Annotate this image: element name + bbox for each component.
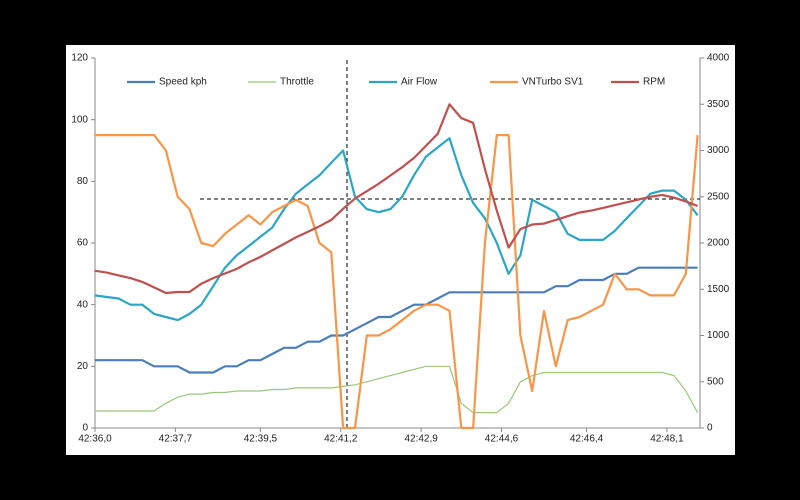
legend-label: Speed kph <box>159 77 207 88</box>
y-tick-label: 60 <box>77 238 89 249</box>
y2-tick-label: 2500 <box>707 191 730 202</box>
x-tick-label: 42:37,7 <box>159 434 193 445</box>
x-tick-label: 42:44,6 <box>485 434 519 445</box>
y-tick-label: 120 <box>71 53 88 64</box>
y-tick-label: 40 <box>77 299 89 310</box>
y2-tick-label: 3500 <box>707 99 730 110</box>
y2-tick-label: 500 <box>707 376 724 387</box>
y-tick-label: 0 <box>82 423 88 434</box>
legend-label: RPM <box>643 77 665 88</box>
series-line <box>94 103 698 295</box>
chart-background <box>66 45 735 455</box>
x-tick-label: 42:39,5 <box>244 434 278 445</box>
x-tick-label: 42:36,0 <box>78 434 112 445</box>
y-tick-label: 80 <box>77 176 89 187</box>
series-line <box>95 266 698 374</box>
legend-label: Throttle <box>280 77 314 88</box>
y2-tick-label: 3000 <box>707 145 730 156</box>
legend-label: VNTurbo SV1 <box>522 77 584 88</box>
y2-tick-label: 4000 <box>707 53 730 64</box>
y-tick-label: 100 <box>71 114 88 125</box>
y2-tick-label: 1500 <box>707 284 730 295</box>
series-line <box>94 137 699 322</box>
x-tick-label: 42:46,4 <box>570 434 604 445</box>
series-line <box>95 365 699 414</box>
x-tick-label: 42:42,9 <box>404 434 438 445</box>
x-tick-label: 42:48,1 <box>650 434 684 445</box>
x-tick-label: 42:41,2 <box>324 434 358 445</box>
legend-label: Air Flow <box>401 77 438 88</box>
series-line <box>95 134 699 430</box>
y2-tick-label: 0 <box>707 423 713 434</box>
y-tick-label: 20 <box>77 361 89 372</box>
y2-tick-label: 2000 <box>707 238 730 249</box>
y2-tick-label: 1000 <box>707 330 730 341</box>
